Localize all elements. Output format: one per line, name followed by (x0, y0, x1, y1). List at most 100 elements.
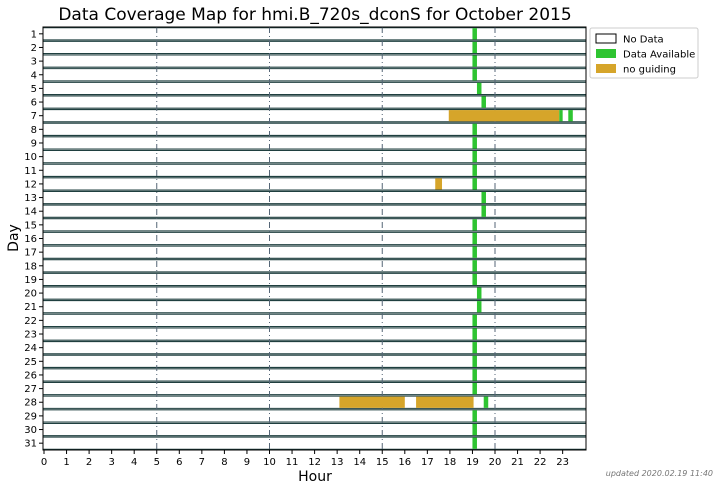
segment-available (472, 28, 477, 40)
day-row (43, 395, 586, 409)
day-row (43, 218, 586, 232)
day-row (43, 381, 586, 396)
y-axis: 1234567891011121314151617181920212223242… (24, 29, 43, 450)
x-tick-label: 20 (489, 457, 502, 468)
x-tick-label: 23 (556, 457, 569, 468)
x-tick-label: 3 (108, 457, 114, 468)
chart-title: Data Coverage Map for hmi.B_720s_dconS f… (58, 5, 571, 25)
segment-available (472, 314, 477, 326)
day-row (43, 245, 586, 259)
day-row (43, 327, 586, 341)
x-tick-label: 22 (534, 457, 547, 468)
y-tick-label: 5 (31, 84, 37, 95)
y-tick-label: 8 (31, 125, 37, 136)
y-tick-label: 7 (31, 111, 37, 122)
day-row (43, 54, 586, 68)
x-tick-label: 16 (398, 457, 411, 468)
day-row (43, 190, 586, 205)
segment-available (472, 178, 477, 190)
y-tick-label: 13 (24, 193, 37, 204)
day-row (43, 313, 586, 328)
day-row (43, 340, 586, 355)
x-tick-label: 4 (131, 457, 137, 468)
day-row (43, 136, 586, 150)
y-tick-label: 10 (24, 152, 37, 163)
y-tick-label: 4 (31, 70, 37, 81)
segment-available (472, 151, 477, 163)
segment-available (472, 273, 477, 286)
day-row (43, 40, 586, 55)
day-row (43, 177, 586, 191)
segment-available (472, 382, 477, 395)
segment-no-guiding (435, 178, 443, 190)
y-tick-label: 29 (24, 411, 37, 422)
segment-available (476, 82, 482, 95)
legend-label: no guiding (623, 65, 676, 76)
segment-available (472, 41, 477, 54)
day-row (43, 27, 586, 41)
segment-available (481, 96, 486, 108)
segment-available (472, 423, 477, 436)
segment-available (483, 396, 489, 408)
y-tick-label: 12 (24, 179, 37, 190)
day-row (43, 286, 586, 300)
segment-available (472, 164, 477, 176)
x-tick-label: 8 (221, 457, 227, 468)
segment-available (472, 260, 477, 272)
x-tick-label: 2 (86, 457, 92, 468)
y-tick-label: 9 (31, 138, 37, 149)
y-tick-label: 16 (24, 234, 37, 245)
x-axis: 0 1 2 3 4 5 6 7 8 9 10 11 12 13 14 15 16 17 18 19 20 21 22 23 (41, 450, 569, 468)
day-row (43, 163, 586, 177)
y-tick-label: 28 (24, 398, 37, 409)
y-tick-label: 2 (31, 43, 37, 54)
y-tick-label: 18 (24, 261, 37, 272)
legend-entry: Data Available (596, 49, 695, 61)
legend-swatch (596, 49, 616, 58)
legend-box (589, 27, 699, 79)
y-tick-label: 19 (24, 275, 37, 286)
updated-timestamp: updated 2020.02.19 11:40 (606, 469, 713, 478)
y-tick-label: 3 (31, 57, 37, 68)
segment-available (472, 342, 477, 354)
y-tick-label: 11 (24, 166, 37, 177)
day-row (43, 68, 586, 82)
x-tick-label: 14 (353, 457, 366, 468)
y-tick-label: 22 (24, 316, 37, 327)
x-tick-label: 15 (376, 457, 389, 468)
day-row (43, 409, 586, 423)
legend-swatch (596, 64, 616, 73)
y-tick-label: 15 (24, 220, 37, 231)
y-tick-label: 24 (24, 343, 37, 354)
y-tick-label: 14 (24, 207, 37, 218)
segment-available (472, 137, 477, 149)
legend-entry: no guiding (596, 64, 676, 76)
legend-label: Data Available (623, 50, 695, 61)
day-row (43, 422, 586, 437)
segment-no-guiding (339, 396, 405, 408)
x-axis-label: Hour (298, 469, 332, 485)
x-tick-label: 17 (421, 457, 434, 468)
day-row (43, 149, 586, 164)
y-tick-label: 30 (24, 425, 37, 436)
x-tick-label: 11 (286, 457, 299, 468)
legend: No Data Data Available no guiding (589, 27, 699, 79)
x-tick-label: 6 (176, 457, 182, 468)
x-tick-label: 18 (444, 457, 457, 468)
segment-available (481, 191, 486, 204)
segment-available (472, 410, 477, 422)
day-row (43, 95, 586, 109)
day-row (43, 354, 586, 368)
y-tick-label: 17 (24, 248, 37, 259)
y-tick-label: 6 (31, 98, 37, 109)
x-tick-label: 21 (511, 457, 524, 468)
y-tick-label: 21 (24, 302, 37, 313)
y-tick-label: 26 (24, 370, 37, 381)
day-row (43, 204, 586, 218)
x-tick-label: 13 (331, 457, 344, 468)
x-tick-label: 5 (154, 457, 160, 468)
segment-available (472, 55, 477, 67)
day-row (43, 300, 586, 314)
segment-available (472, 69, 477, 81)
